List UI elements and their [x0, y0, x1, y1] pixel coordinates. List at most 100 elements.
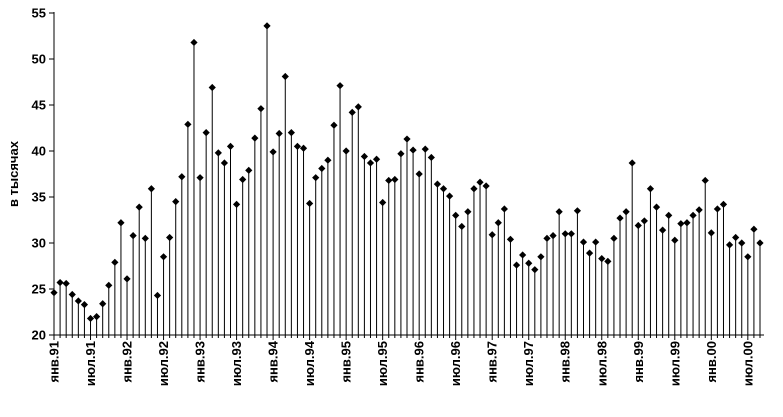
- data-point: [756, 239, 764, 247]
- data-point: [689, 211, 697, 219]
- x-tick-label: янв.91: [47, 341, 62, 383]
- data-point: [62, 279, 70, 288]
- data-point: [257, 105, 265, 113]
- data-point: [172, 198, 180, 206]
- data-point: [360, 152, 368, 161]
- data-point: [725, 241, 734, 249]
- data-point: [555, 208, 563, 216]
- data-point: [129, 232, 137, 240]
- data-point: [665, 211, 673, 219]
- data-point: [494, 219, 502, 227]
- data-point: [178, 173, 186, 181]
- data-point: [166, 233, 174, 242]
- data-point: [159, 253, 168, 261]
- data-point: [598, 255, 606, 263]
- y-axis-title: в тысячах: [6, 140, 21, 207]
- data-point: [342, 147, 350, 155]
- data-point: [464, 208, 472, 216]
- y-tick-label: 20: [32, 328, 46, 343]
- data-point: [232, 200, 241, 208]
- x-tick-label: янв.99: [631, 341, 646, 383]
- data-point: [634, 221, 642, 230]
- x-tick-label: июл.96: [448, 341, 463, 386]
- data-point: [549, 232, 557, 240]
- data-point: [336, 82, 344, 90]
- data-point: [117, 219, 125, 227]
- data-point: [652, 203, 661, 211]
- data-point: [695, 206, 703, 214]
- data-point: [245, 166, 253, 174]
- data-point: [439, 185, 448, 193]
- data-point: [330, 121, 338, 129]
- y-tick-label: 45: [32, 98, 46, 113]
- data-point: [512, 261, 521, 269]
- data-point: [482, 182, 490, 190]
- data-point: [141, 234, 149, 242]
- y-tick-label: 35: [32, 190, 46, 205]
- data-point: [738, 239, 746, 247]
- data-point: [488, 231, 496, 239]
- data-point: [585, 249, 594, 257]
- data-point: [573, 207, 582, 215]
- x-tick-label: янв.95: [339, 341, 354, 383]
- data-point: [427, 153, 435, 162]
- y-tick-label: 55: [32, 6, 46, 21]
- data-point: [135, 203, 143, 211]
- x-tick-label: янв.97: [485, 341, 500, 383]
- data-point: [220, 159, 229, 167]
- data-point: [561, 230, 569, 238]
- data-point: [579, 238, 588, 246]
- data-point: [275, 129, 283, 138]
- data-point: [452, 211, 460, 219]
- x-tick-label: июл.98: [594, 341, 609, 386]
- data-point: [354, 103, 362, 111]
- x-tick-label: июл.99: [667, 341, 682, 386]
- data-point: [324, 156, 332, 164]
- data-point: [190, 38, 198, 47]
- data-point: [671, 236, 679, 244]
- data-point: [366, 159, 375, 167]
- data-point: [287, 129, 295, 137]
- data-point: [348, 108, 356, 116]
- data-point: [713, 205, 721, 213]
- y-tick-label: 25: [32, 282, 46, 297]
- data-point: [93, 313, 101, 321]
- data-point: [500, 205, 508, 213]
- data-point: [239, 175, 247, 184]
- data-point: [719, 200, 728, 208]
- data-point: [208, 83, 216, 92]
- data-point: [567, 230, 575, 238]
- data-point: [519, 251, 527, 259]
- x-tick-label: июл.93: [229, 341, 244, 386]
- data-point: [391, 175, 399, 184]
- data-point: [415, 170, 423, 178]
- data-point: [701, 176, 709, 185]
- data-point: [312, 174, 320, 182]
- data-point: [476, 178, 484, 186]
- data-point: [196, 174, 204, 182]
- data-point: [293, 142, 302, 150]
- x-tick-label: янв.94: [266, 340, 281, 382]
- data-point: [251, 134, 259, 142]
- data-point: [68, 290, 76, 299]
- data-point: [105, 281, 113, 289]
- x-tick-label: янв.00: [704, 341, 719, 383]
- data-point: [640, 217, 648, 225]
- data-point: [74, 297, 82, 305]
- x-tick-label: янв.92: [120, 341, 135, 383]
- data-point: [531, 266, 539, 274]
- data-point: [147, 185, 155, 193]
- data-point: [214, 149, 222, 157]
- data-point: [421, 145, 429, 153]
- data-point: [604, 257, 612, 265]
- data-point: [226, 142, 235, 150]
- x-tick-label: янв.96: [412, 341, 427, 383]
- data-point: [269, 148, 277, 156]
- data-point: [707, 229, 715, 237]
- data-point: [99, 300, 107, 308]
- data-point: [628, 159, 636, 167]
- data-point: [409, 146, 417, 154]
